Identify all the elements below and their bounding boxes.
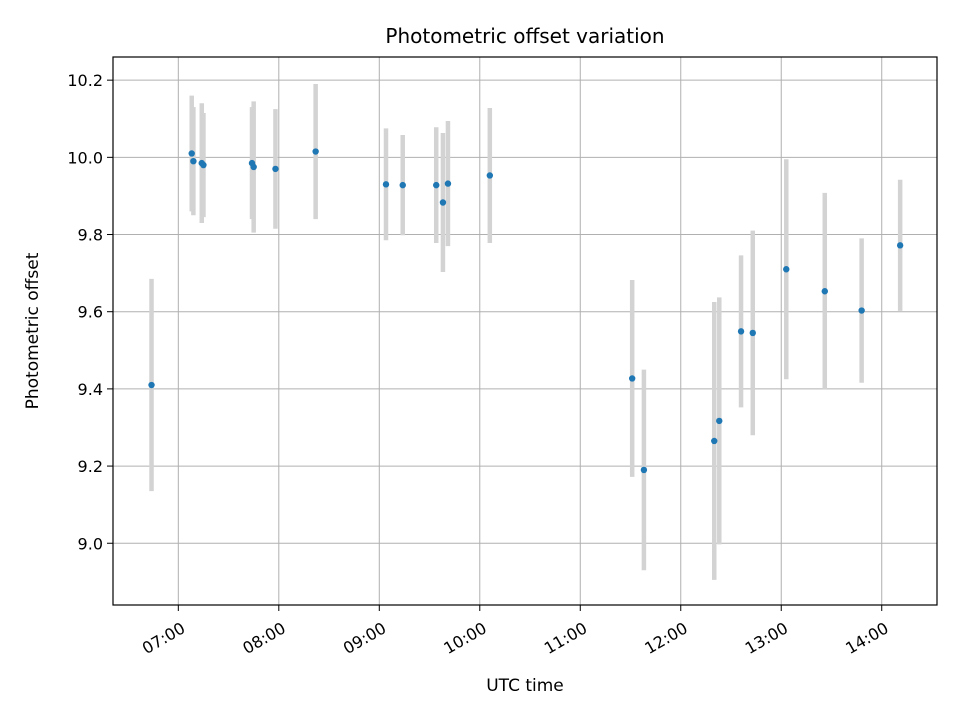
y-tick-label: 9.0 bbox=[78, 534, 103, 553]
y-tick-label: 9.4 bbox=[78, 380, 103, 399]
data-point bbox=[188, 150, 195, 157]
data-point bbox=[190, 157, 197, 165]
data-point bbox=[444, 180, 452, 187]
data-point bbox=[433, 181, 440, 189]
data-point bbox=[716, 417, 723, 425]
data-point bbox=[749, 329, 756, 337]
data-point bbox=[312, 148, 319, 155]
y-axis-label: Photometric offset bbox=[23, 252, 43, 409]
data-point bbox=[486, 172, 494, 179]
data-point bbox=[382, 181, 390, 188]
y-tick-label: 9.2 bbox=[78, 457, 103, 476]
y-tick-label: 9.8 bbox=[78, 226, 103, 245]
y-axis: 9.0 9.2 9.4 9.6 9.8 10.0 10.2 bbox=[67, 71, 113, 553]
data-point bbox=[783, 266, 790, 273]
data-point bbox=[148, 381, 155, 389]
grid bbox=[113, 57, 937, 605]
data-point bbox=[711, 437, 718, 445]
data-point bbox=[399, 181, 406, 189]
data-point bbox=[250, 163, 257, 171]
data-point bbox=[439, 199, 447, 206]
y-tick-label: 9.6 bbox=[78, 303, 103, 322]
data-point bbox=[737, 328, 745, 335]
data-point bbox=[272, 165, 279, 173]
x-axis-label: UTC time bbox=[486, 676, 564, 696]
plot-frame bbox=[112, 56, 938, 606]
data-point bbox=[821, 288, 828, 295]
data-point bbox=[200, 161, 207, 169]
y-tick-label: 10.0 bbox=[67, 148, 103, 167]
y-tick-label: 10.2 bbox=[67, 71, 103, 90]
data-point bbox=[858, 307, 865, 314]
data-point bbox=[640, 466, 648, 474]
data-point bbox=[896, 242, 904, 249]
chart-title: Photometric offset variation bbox=[385, 24, 664, 48]
data-point bbox=[628, 375, 636, 382]
data-markers bbox=[148, 148, 904, 474]
